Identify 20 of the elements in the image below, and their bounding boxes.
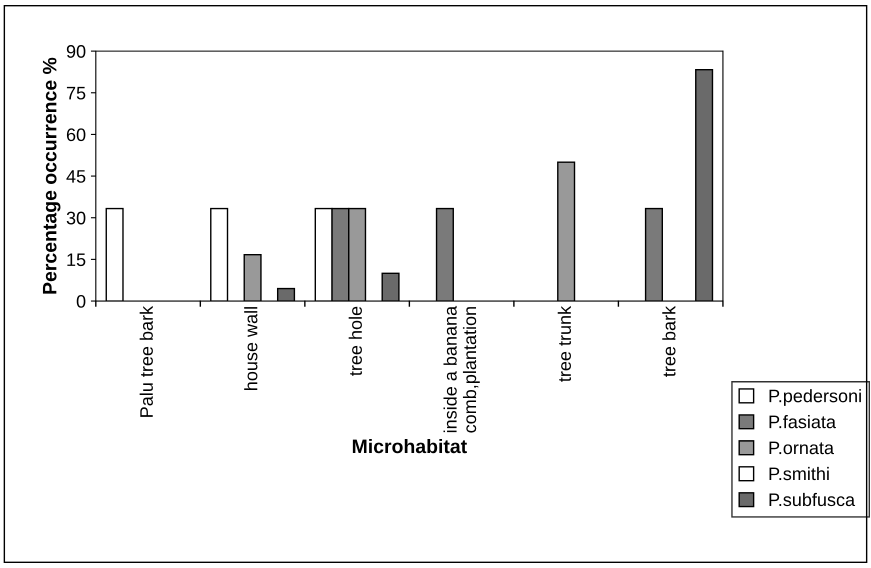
- y-tick-label: 90: [66, 45, 86, 58]
- x-tick-label: tree bark: [662, 306, 676, 377]
- y-tick-label: 45: [66, 170, 86, 183]
- x-tick-label: Palu tree bark: [140, 306, 153, 417]
- legend-label: P.fasiata: [770, 415, 836, 428]
- legend-label: P.ornata: [770, 442, 834, 454]
- x-axis-title: Microhabitat: [352, 438, 467, 454]
- legend-label: P.smithi: [770, 466, 829, 480]
- x-tick-label: tree hole: [348, 306, 362, 376]
- legend-label: P.pedersoni: [770, 389, 861, 406]
- legend-label: P.subfusca: [770, 492, 856, 506]
- y-tick-label: 15: [67, 254, 86, 266]
- y-tick-label: 60: [66, 128, 86, 142]
- x-tick-label: house wall: [244, 307, 258, 390]
- y-tick-label: 30: [66, 212, 86, 224]
- y-axis-title: Percentage occurrence %: [42, 58, 60, 294]
- x-tick-label: inside a banana comb,plantation: [443, 306, 480, 433]
- y-tick-label: 0: [76, 294, 86, 308]
- x-tick-label: tree trunk: [558, 306, 571, 382]
- y-tick-label: 75: [66, 86, 86, 100]
